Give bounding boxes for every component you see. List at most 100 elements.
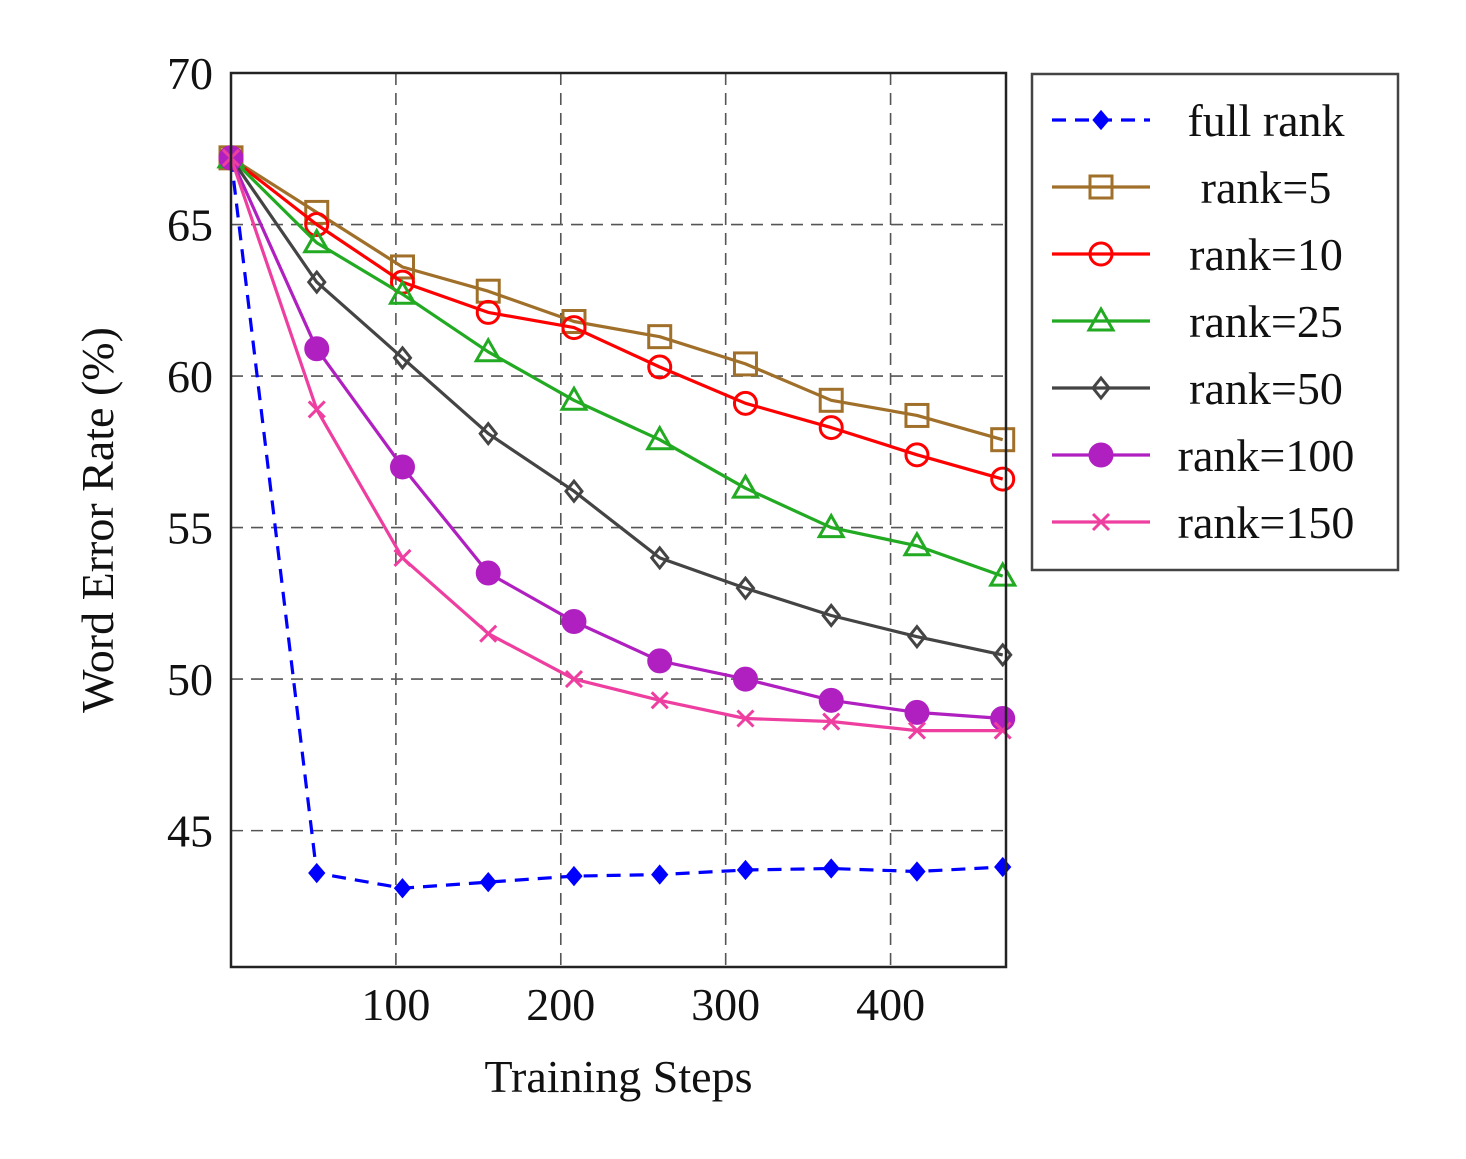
series-6 [218, 145, 1016, 731]
legend-marker [1088, 174, 1114, 200]
legend-label: rank=100 [1178, 430, 1355, 481]
legend-label: full rank [1187, 95, 1344, 146]
x-tick-label: 200 [526, 979, 595, 1030]
legend-item: rank=25 [1052, 296, 1343, 347]
data-point [387, 279, 418, 305]
tick-labels: 100 200 300 400 45 50 55 60 65 70 [167, 48, 925, 1030]
series-line [229, 157, 1003, 890]
data-point [473, 336, 503, 363]
data-point [561, 609, 587, 635]
x-tick-label: 300 [691, 979, 760, 1030]
data-point [821, 603, 842, 628]
data-point [736, 859, 755, 881]
legend-item: rank=150 [1052, 497, 1354, 548]
legend-label: rank=10 [1189, 229, 1343, 280]
data-point [389, 254, 415, 280]
data-point [907, 721, 927, 740]
data-point [649, 545, 670, 571]
series-2 [218, 145, 1016, 453]
data-point [904, 442, 930, 468]
data-point [988, 561, 1018, 587]
data-point [647, 648, 673, 674]
legend: full rank rank=5 rank=10 rank=25 rank=50 rank… [1030, 72, 1400, 572]
data-point [818, 415, 844, 441]
legend-item: rank=10 [1052, 229, 1343, 280]
data-point [908, 861, 926, 882]
data-point [822, 712, 841, 731]
data-point [993, 721, 1012, 740]
data-point [393, 878, 412, 899]
data-point [304, 212, 330, 238]
x-axis-label: Training Steps [485, 1051, 753, 1102]
y-axis-label: Word Error Rate (%) [72, 327, 123, 713]
data-point [816, 512, 846, 539]
data-point [732, 666, 758, 692]
legend-marker [1092, 109, 1110, 131]
data-point [735, 575, 756, 601]
data-point [990, 427, 1016, 453]
legend-marker [1091, 375, 1111, 401]
legend-marker [1086, 305, 1116, 332]
data-point [904, 402, 930, 428]
legend-item: rank=100 [1052, 430, 1354, 481]
data-point [564, 670, 584, 689]
data-point [650, 691, 669, 710]
data-point [647, 354, 673, 380]
y-tick-label: 55 [167, 503, 213, 554]
legend-label: rank=50 [1189, 363, 1343, 414]
data-point [732, 390, 758, 416]
data-point [561, 309, 587, 335]
series-5 [221, 145, 1013, 668]
data-point [306, 269, 327, 295]
legend-label: rank=5 [1201, 162, 1332, 213]
x-tick-label: 400 [856, 979, 925, 1030]
legend-label: rank=25 [1189, 296, 1343, 347]
data-point [479, 871, 497, 893]
data-point [822, 858, 840, 879]
data-point [561, 315, 587, 341]
data-point [818, 387, 844, 413]
legend-item: full rank [1052, 95, 1345, 146]
y-tick-label: 65 [167, 200, 213, 251]
legend-item: rank=5 [1052, 162, 1331, 213]
series-line [230, 156, 1004, 442]
data-point [559, 385, 589, 411]
data-point [736, 709, 755, 728]
legend-marker [1091, 512, 1111, 532]
data-point [907, 624, 927, 650]
series-7 [221, 148, 1012, 740]
y-tick-label: 70 [167, 48, 213, 99]
data-point [389, 454, 415, 480]
data-point [904, 699, 930, 725]
data-point [302, 227, 332, 254]
data-point [992, 642, 1013, 668]
data-point [818, 687, 844, 713]
data-point [307, 400, 326, 419]
legend-item: rank=50 [1052, 363, 1343, 414]
plot-frame [229, 71, 1008, 969]
series-line [229, 156, 1004, 657]
data-point [994, 856, 1012, 878]
data-point [475, 278, 501, 304]
y-tick-label: 60 [167, 351, 213, 402]
data-point [645, 424, 675, 451]
data-point [393, 548, 412, 567]
data-point [990, 705, 1016, 731]
data-point [990, 466, 1016, 492]
data-point [304, 336, 330, 362]
series-line [229, 156, 1004, 578]
data-point [479, 624, 498, 643]
series-3 [218, 145, 1016, 492]
x-tick-label: 100 [361, 979, 430, 1030]
legend-label: rank=150 [1178, 497, 1355, 548]
data-point [651, 864, 669, 885]
data-point [475, 560, 501, 586]
data-point [308, 862, 326, 884]
series-line [230, 156, 1004, 481]
data-point [732, 351, 758, 377]
grid [231, 72, 1006, 967]
data-point [392, 345, 413, 371]
series-4 [216, 142, 1018, 587]
